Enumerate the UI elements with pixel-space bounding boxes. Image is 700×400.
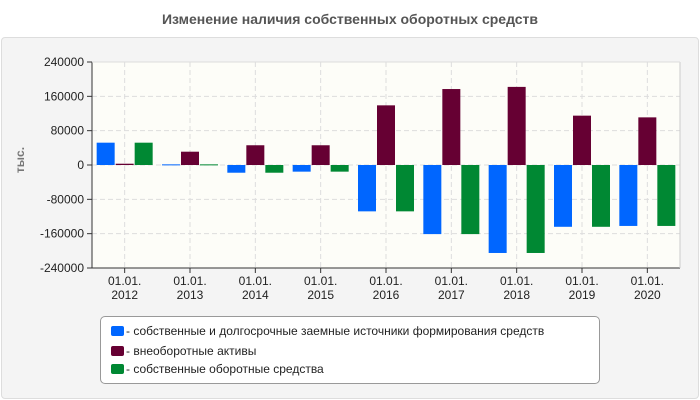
bar bbox=[657, 165, 676, 226]
x-tick-label: 2016 bbox=[373, 288, 400, 302]
bar bbox=[200, 164, 218, 166]
x-tick-label: 2020 bbox=[634, 288, 661, 302]
x-tick-label: 01.01. bbox=[435, 274, 468, 288]
y-tick-label: 0 bbox=[77, 158, 84, 172]
bar bbox=[461, 165, 480, 235]
x-tick-label: 01.01. bbox=[565, 274, 598, 288]
bar bbox=[227, 165, 246, 173]
bar bbox=[592, 165, 610, 227]
y-tick-label: -80000 bbox=[47, 192, 85, 206]
x-tick-label: 2013 bbox=[177, 288, 204, 302]
bar bbox=[96, 142, 115, 165]
bar bbox=[358, 165, 376, 212]
legend-swatch bbox=[111, 326, 124, 336]
x-tick-label: 01.01. bbox=[173, 274, 206, 288]
x-tick-label: 2014 bbox=[242, 288, 269, 302]
bar bbox=[423, 165, 442, 235]
bar bbox=[619, 165, 638, 226]
bar bbox=[134, 142, 153, 165]
x-tick-label: 2019 bbox=[569, 288, 596, 302]
legend-label: - собственные оборотные средства bbox=[126, 362, 324, 376]
x-tick-label: 2012 bbox=[111, 288, 138, 302]
legend: - собственные и долгосрочные заемные ист… bbox=[100, 316, 600, 384]
y-tick-label: 240000 bbox=[44, 55, 84, 69]
legend-swatch bbox=[111, 364, 124, 374]
x-tick-label: 2017 bbox=[438, 288, 465, 302]
legend-label: - собственные и долгосрочные заемные ист… bbox=[126, 324, 545, 338]
bar bbox=[638, 117, 657, 165]
x-tick-label: 01.01. bbox=[369, 274, 402, 288]
bar bbox=[181, 151, 199, 165]
y-axis-label: тыс. bbox=[13, 147, 27, 173]
y-tick-label: 160000 bbox=[44, 89, 84, 103]
bar bbox=[554, 165, 572, 227]
chart-title: Изменение наличия собственных оборотных … bbox=[161, 11, 539, 27]
legend-item: - внеоборотные активы bbox=[111, 344, 256, 358]
x-tick-label: 01.01. bbox=[631, 274, 664, 288]
bar bbox=[377, 105, 395, 165]
legend-label: - внеоборотные активы bbox=[126, 344, 257, 358]
x-tick-label: 2015 bbox=[307, 288, 334, 302]
y-tick-label: -240000 bbox=[40, 261, 84, 275]
bar bbox=[292, 165, 311, 172]
legend-item: - собственные оборотные средства bbox=[111, 362, 324, 376]
legend-swatch bbox=[111, 346, 124, 356]
x-tick-label: 01.01. bbox=[500, 274, 533, 288]
bar bbox=[115, 163, 134, 165]
x-tick-label: 2018 bbox=[503, 288, 530, 302]
bar bbox=[311, 145, 330, 165]
bar bbox=[396, 165, 414, 212]
y-tick-label: 80000 bbox=[51, 124, 85, 138]
bar bbox=[442, 89, 461, 165]
bar bbox=[573, 115, 591, 165]
bar bbox=[526, 165, 545, 253]
x-tick-label: 01.01. bbox=[108, 274, 141, 288]
x-tick-label: 01.01. bbox=[304, 274, 337, 288]
bar bbox=[265, 165, 284, 173]
bar bbox=[246, 145, 265, 165]
bar bbox=[507, 86, 526, 165]
bar bbox=[162, 164, 180, 166]
y-tick-label: -160000 bbox=[40, 227, 84, 241]
legend-item: - собственные и долгосрочные заемные ист… bbox=[111, 324, 544, 338]
x-tick-label: 01.01. bbox=[239, 274, 272, 288]
bar bbox=[488, 165, 507, 253]
bar bbox=[330, 165, 349, 172]
